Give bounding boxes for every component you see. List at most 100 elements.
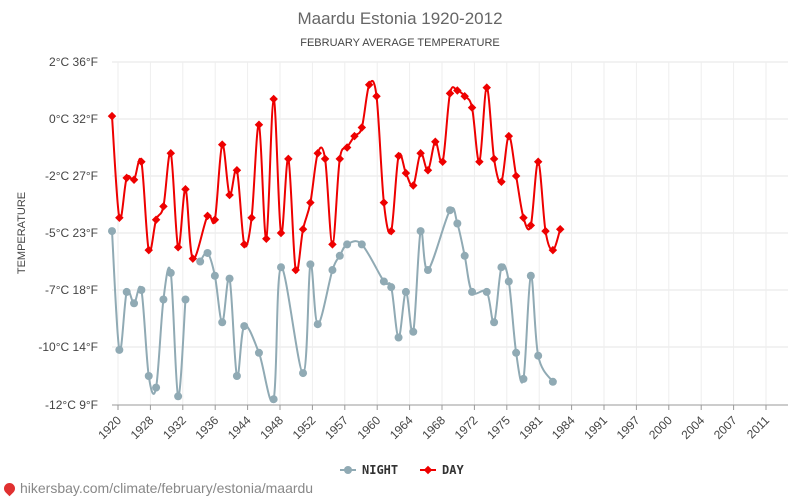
data-point-day[interactable] xyxy=(431,137,440,147)
data-point-night[interactable] xyxy=(313,320,322,329)
data-point-day[interactable] xyxy=(173,243,183,252)
data-point-day[interactable] xyxy=(438,157,447,166)
data-point-night[interactable] xyxy=(144,372,153,380)
data-point-day[interactable] xyxy=(364,80,374,90)
legend-item-day[interactable]: DAY xyxy=(420,463,464,477)
data-point-day[interactable] xyxy=(276,228,286,238)
data-point-night[interactable] xyxy=(299,369,308,378)
data-point-day[interactable] xyxy=(445,89,455,98)
data-point-day[interactable] xyxy=(342,143,352,152)
data-point-night[interactable] xyxy=(490,318,499,327)
data-point-night[interactable] xyxy=(328,266,337,275)
data-point-night[interactable] xyxy=(394,333,403,342)
data-point-night[interactable] xyxy=(218,318,227,327)
data-point-day[interactable] xyxy=(151,215,161,224)
data-point-day[interactable] xyxy=(453,86,462,95)
data-point-day[interactable] xyxy=(225,190,234,200)
data-point-night[interactable] xyxy=(335,251,344,260)
data-point-day[interactable] xyxy=(188,254,198,263)
data-point-day[interactable] xyxy=(203,211,212,221)
data-point-night[interactable] xyxy=(526,271,535,280)
data-point-night[interactable] xyxy=(497,263,506,272)
data-point-night[interactable] xyxy=(232,372,241,380)
data-point-day[interactable] xyxy=(137,157,146,166)
data-point-day[interactable] xyxy=(423,166,433,175)
data-point-day[interactable] xyxy=(475,157,484,166)
data-point-day[interactable] xyxy=(379,198,389,207)
data-point-night[interactable] xyxy=(210,271,219,280)
data-point-night[interactable] xyxy=(504,277,513,286)
data-point-day[interactable] xyxy=(328,240,337,249)
data-point-day[interactable] xyxy=(166,148,176,158)
data-point-day[interactable] xyxy=(107,111,117,121)
data-point-night[interactable] xyxy=(512,348,521,357)
data-point-night[interactable] xyxy=(240,322,249,331)
data-point-night[interactable] xyxy=(166,268,175,277)
data-point-day[interactable] xyxy=(482,83,491,92)
data-point-day[interactable] xyxy=(232,166,242,175)
data-point-day[interactable] xyxy=(357,123,367,132)
data-point-day[interactable] xyxy=(401,168,411,178)
data-point-day[interactable] xyxy=(217,140,227,149)
data-point-night[interactable] xyxy=(387,283,396,292)
data-point-night[interactable] xyxy=(130,299,139,308)
data-point-day[interactable] xyxy=(394,151,403,161)
data-point-night[interactable] xyxy=(306,260,315,269)
data-point-day[interactable] xyxy=(555,224,565,234)
data-point-night[interactable] xyxy=(548,377,557,386)
data-point-night[interactable] xyxy=(423,266,432,275)
data-point-day[interactable] xyxy=(489,154,499,164)
data-point-day[interactable] xyxy=(247,213,256,223)
data-point-day[interactable] xyxy=(262,234,271,243)
watermark[interactable]: hikersbay.com/climate/february/estonia/m… xyxy=(1,480,313,497)
data-point-day[interactable] xyxy=(291,265,300,275)
data-point-night[interactable] xyxy=(379,277,388,286)
data-point-night[interactable] xyxy=(137,286,146,294)
data-point-day[interactable] xyxy=(350,131,359,141)
data-point-day[interactable] xyxy=(409,181,418,190)
data-point-night[interactable] xyxy=(460,251,469,260)
data-point-night[interactable] xyxy=(446,206,454,215)
data-point-night[interactable] xyxy=(203,248,212,257)
data-point-night[interactable] xyxy=(534,351,543,360)
data-point-night[interactable] xyxy=(152,383,161,392)
data-point-night[interactable] xyxy=(277,263,285,272)
data-point-day[interactable] xyxy=(284,154,293,164)
data-point-day[interactable] xyxy=(115,213,124,223)
legend-item-night[interactable]: NIGHT xyxy=(340,463,398,477)
data-point-day[interactable] xyxy=(372,91,381,101)
data-point-day[interactable] xyxy=(533,157,543,166)
data-point-night[interactable] xyxy=(401,287,410,296)
data-point-day[interactable] xyxy=(159,202,168,211)
data-point-night[interactable] xyxy=(225,274,234,283)
data-point-day[interactable] xyxy=(254,120,264,129)
data-point-day[interactable] xyxy=(129,175,139,185)
data-point-day[interactable] xyxy=(144,245,153,255)
data-point-day[interactable] xyxy=(386,226,396,236)
data-point-night[interactable] xyxy=(115,345,124,354)
data-point-day[interactable] xyxy=(467,103,477,112)
data-point-day[interactable] xyxy=(504,131,514,141)
data-point-day[interactable] xyxy=(335,154,345,164)
data-point-day[interactable] xyxy=(122,173,131,183)
data-point-day[interactable] xyxy=(269,94,278,104)
data-point-night[interactable] xyxy=(409,327,418,336)
data-point-night[interactable] xyxy=(519,374,528,383)
data-point-night[interactable] xyxy=(482,287,491,296)
data-point-night[interactable] xyxy=(357,240,366,249)
data-point-day[interactable] xyxy=(298,224,308,234)
data-point-night[interactable] xyxy=(122,287,131,296)
data-point-day[interactable] xyxy=(320,154,330,164)
data-point-night[interactable] xyxy=(254,348,263,357)
data-point-day[interactable] xyxy=(306,198,315,207)
data-point-day[interactable] xyxy=(541,226,550,236)
data-point-day[interactable] xyxy=(497,177,506,186)
data-point-day[interactable] xyxy=(511,171,521,181)
data-point-day[interactable] xyxy=(313,148,322,158)
data-point-day[interactable] xyxy=(240,240,249,249)
data-point-night[interactable] xyxy=(174,392,183,401)
legend[interactable]: NIGHT DAY xyxy=(340,463,464,477)
data-point-night[interactable] xyxy=(269,395,278,404)
data-point-night[interactable] xyxy=(159,295,168,304)
data-point-day[interactable] xyxy=(519,213,528,223)
